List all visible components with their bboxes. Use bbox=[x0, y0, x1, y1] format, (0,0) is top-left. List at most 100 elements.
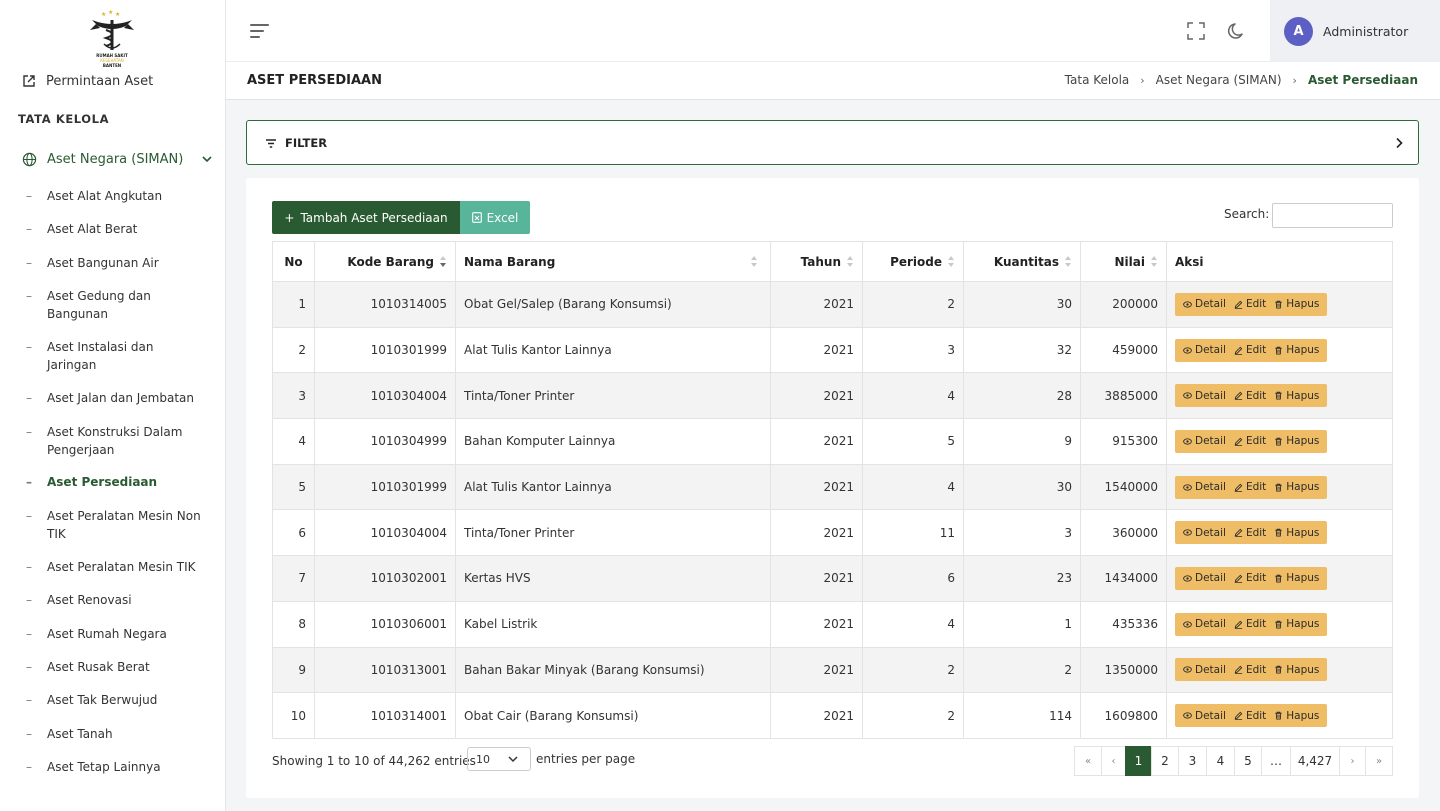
edit-button[interactable]: Edit bbox=[1230, 527, 1270, 539]
column-header-periode[interactable]: Periode bbox=[862, 241, 964, 282]
edit-button[interactable]: Edit bbox=[1230, 481, 1270, 493]
last-page-button[interactable]: » bbox=[1365, 746, 1393, 776]
hapus-button[interactable]: Hapus bbox=[1270, 298, 1323, 310]
user-menu[interactable]: A Administrator bbox=[1270, 0, 1440, 62]
detail-button[interactable]: Detail bbox=[1179, 435, 1230, 447]
cell-aksi: Detail Edit Hapus bbox=[1166, 372, 1393, 420]
action-label: Edit bbox=[1245, 709, 1267, 722]
page-number-button[interactable]: 5 bbox=[1234, 746, 1262, 776]
column-header-tahun[interactable]: Tahun bbox=[770, 241, 863, 282]
cell-nama-barang: Tinta/Toner Printer bbox=[455, 372, 771, 420]
sidebar-item-aset-peralatan-mesin-tik[interactable]: – Aset Peralatan Mesin TIK bbox=[26, 559, 216, 577]
breadcrumb-item-aset-negara[interactable]: Aset Negara (SIMAN) bbox=[1155, 73, 1282, 87]
cell-no: 2 bbox=[272, 326, 315, 374]
avatar: A bbox=[1284, 16, 1313, 46]
add-asset-button[interactable]: + Tambah Aset Persediaan bbox=[272, 201, 460, 234]
hapus-button[interactable]: Hapus bbox=[1270, 710, 1323, 722]
row-actions: Detail Edit Hapus bbox=[1175, 384, 1328, 408]
sidebar-item-label: Aset Persediaan bbox=[47, 475, 158, 489]
next-page-button[interactable]: › bbox=[1339, 746, 1366, 776]
hapus-button[interactable]: Hapus bbox=[1270, 344, 1323, 356]
page-length-select[interactable]: 10 bbox=[467, 747, 531, 771]
edit-button[interactable]: Edit bbox=[1230, 298, 1270, 310]
dash-marker: – bbox=[26, 256, 32, 270]
edit-button[interactable]: Edit bbox=[1230, 390, 1270, 402]
sidebar-item-aset-gedung-dan-bangunan[interactable]: – Aset Gedung dan Bangunan bbox=[26, 288, 216, 323]
sidebar-item-aset-renovasi[interactable]: – Aset Renovasi bbox=[26, 592, 216, 610]
detail-button[interactable]: Detail bbox=[1179, 618, 1230, 630]
action-label: Detail bbox=[1195, 663, 1226, 676]
column-header-kode-barang[interactable]: Kode Barang bbox=[314, 241, 456, 282]
dark-mode-moon-icon[interactable] bbox=[1227, 21, 1247, 41]
sidebar-item-label: Aset Instalasi dan Jaringan bbox=[47, 340, 154, 372]
edit-button[interactable]: Edit bbox=[1230, 710, 1270, 722]
page-number-button[interactable]: 2 bbox=[1151, 746, 1179, 776]
cell-kuantitas: 30 bbox=[963, 281, 1081, 328]
page-header: ASET PERSEDIAAN Tata Kelola › Aset Negar… bbox=[226, 62, 1440, 100]
column-header-nilai[interactable]: Nilai bbox=[1080, 241, 1167, 282]
sidebar-item-aset-tak-berwujud[interactable]: – Aset Tak Berwujud bbox=[26, 692, 216, 710]
hapus-button[interactable]: Hapus bbox=[1270, 390, 1323, 402]
detail-button[interactable]: Detail bbox=[1179, 664, 1230, 676]
edit-button[interactable]: Edit bbox=[1230, 435, 1270, 447]
hapus-button[interactable]: Hapus bbox=[1270, 664, 1323, 676]
sidebar-item-aset-rusak-berat[interactable]: – Aset Rusak Berat bbox=[26, 659, 216, 677]
filter-panel-toggle[interactable]: FILTER bbox=[246, 120, 1419, 165]
detail-button[interactable]: Detail bbox=[1179, 390, 1230, 402]
sidebar-item-aset-peralatan-mesin-non-tik[interactable]: – Aset Peralatan Mesin Non TIK bbox=[26, 508, 216, 543]
sidebar-item-aset-tanah[interactable]: – Aset Tanah bbox=[26, 726, 216, 744]
table-row: 3 1010304004 Tinta/Toner Printer 2021 4 28 388… bbox=[272, 372, 1393, 420]
cell-kode-barang: 1010304004 bbox=[314, 509, 456, 557]
page-length-label: entries per page bbox=[536, 752, 636, 766]
page-number-button[interactable]: 4,427 bbox=[1290, 746, 1340, 776]
edit-button[interactable]: Edit bbox=[1230, 618, 1270, 630]
page-number-button[interactable]: 3 bbox=[1178, 746, 1207, 776]
excel-export-button[interactable]: Excel bbox=[460, 201, 530, 234]
previous-page-button[interactable]: ‹ bbox=[1101, 746, 1126, 776]
sidebar-item-aset-tetap-lainnya[interactable]: – Aset Tetap Lainnya bbox=[26, 759, 216, 777]
cell-periode: 4 bbox=[862, 463, 964, 511]
cell-kode-barang: 1010304004 bbox=[314, 372, 456, 420]
pencil-icon bbox=[1234, 300, 1243, 309]
sidebar-item-aset-instalasi-dan-jaringan[interactable]: – Aset Instalasi dan Jaringan bbox=[26, 339, 216, 374]
sidebar-item-aset-alat-berat[interactable]: – Aset Alat Berat bbox=[26, 221, 216, 239]
detail-button[interactable]: Detail bbox=[1179, 344, 1230, 356]
detail-button[interactable]: Detail bbox=[1179, 481, 1230, 493]
detail-button[interactable]: Detail bbox=[1179, 710, 1230, 722]
sidebar-item-aset-konstruksi-dalam-pengerjaan[interactable]: – Aset Konstruksi Dalam Pengerjaan bbox=[26, 424, 216, 459]
hapus-button[interactable]: Hapus bbox=[1270, 481, 1323, 493]
page-number-button[interactable]: 4 bbox=[1206, 746, 1235, 776]
sidebar-item-label: Aset Rusak Berat bbox=[47, 660, 150, 674]
breadcrumb-item-tata-kelola[interactable]: Tata Kelola bbox=[1064, 73, 1130, 87]
table-row: 2 1010301999 Alat Tulis Kantor Lainnya 2021… bbox=[272, 326, 1393, 374]
hapus-button[interactable]: Hapus bbox=[1270, 527, 1323, 539]
fullscreen-icon[interactable] bbox=[1187, 22, 1205, 40]
edit-button[interactable]: Edit bbox=[1230, 572, 1270, 584]
cell-aksi: Detail Edit Hapus bbox=[1166, 509, 1393, 557]
dash-marker: – bbox=[26, 289, 32, 303]
detail-button[interactable]: Detail bbox=[1179, 527, 1230, 539]
detail-button[interactable]: Detail bbox=[1179, 572, 1230, 584]
sidebar-item-aset-alat-angkutan[interactable]: – Aset Alat Angkutan bbox=[26, 188, 216, 206]
table-row: 4 1010304999 Bahan Komputer Lainnya 2021 5 9 9… bbox=[272, 418, 1393, 465]
page-number-button[interactable]: 1 bbox=[1125, 746, 1152, 776]
menu-toggle-icon[interactable] bbox=[250, 22, 270, 40]
column-header-nama-barang[interactable]: Nama Barang bbox=[455, 241, 771, 282]
search-input[interactable] bbox=[1272, 203, 1393, 228]
detail-button[interactable]: Detail bbox=[1179, 298, 1230, 310]
sidebar-link-permintaan-aset[interactable]: Permintaan Aset bbox=[22, 71, 153, 91]
hapus-button[interactable]: Hapus bbox=[1270, 435, 1323, 447]
hapus-button[interactable]: Hapus bbox=[1270, 618, 1323, 630]
edit-button[interactable]: Edit bbox=[1230, 664, 1270, 676]
sidebar-item-aset-bangunan-air[interactable]: – Aset Bangunan Air bbox=[26, 255, 216, 273]
row-actions: Detail Edit Hapus bbox=[1175, 612, 1328, 636]
sidebar-item-aset-rumah-negara[interactable]: – Aset Rumah Negara bbox=[26, 626, 216, 644]
sidebar-item-aset-persediaan[interactable]: – Aset Persediaan bbox=[26, 474, 216, 492]
sidebar-group-aset-negara[interactable]: Aset Negara (SIMAN) bbox=[22, 149, 212, 169]
first-page-button[interactable]: « bbox=[1074, 746, 1102, 776]
hapus-button[interactable]: Hapus bbox=[1270, 572, 1323, 584]
sidebar-item-aset-jalan-dan-jembatan[interactable]: – Aset Jalan dan Jembatan bbox=[26, 390, 216, 408]
edit-button[interactable]: Edit bbox=[1230, 344, 1270, 356]
cell-kuantitas: 3 bbox=[963, 509, 1081, 557]
column-header-kuantitas[interactable]: Kuantitas bbox=[963, 241, 1081, 282]
